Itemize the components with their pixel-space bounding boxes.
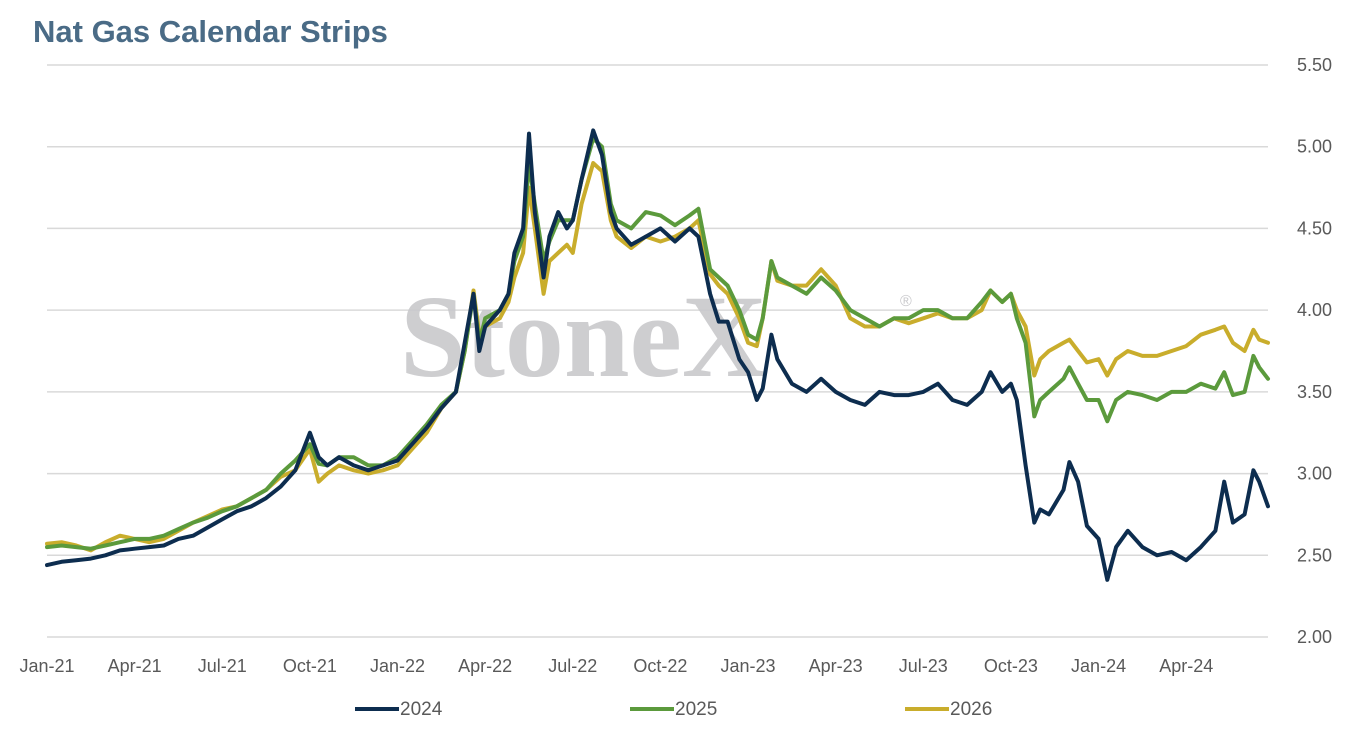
legend-label-2025: 2025 xyxy=(675,699,717,720)
x-tick-label: Oct-22 xyxy=(633,656,687,676)
watermark-registered-mark: ® xyxy=(900,293,912,310)
x-tick-label: Jan-24 xyxy=(1071,656,1126,676)
y-axis-ticks: 2.00 2.50 3.00 3.50 4.00 4.50 5.00 5.50 xyxy=(1297,55,1332,647)
x-tick-label: Apr-21 xyxy=(108,656,162,676)
x-tick-label: Jul-23 xyxy=(899,656,948,676)
y-tick-label: 2.00 xyxy=(1297,627,1332,647)
watermark-text: StoneX xyxy=(400,271,767,402)
x-tick-label: Apr-22 xyxy=(458,656,512,676)
x-tick-label: Oct-23 xyxy=(984,656,1038,676)
y-tick-label: 3.00 xyxy=(1297,464,1332,484)
x-tick-label: Jan-22 xyxy=(370,656,425,676)
y-tick-label: 2.50 xyxy=(1297,545,1332,565)
x-tick-label: Jul-21 xyxy=(198,656,247,676)
y-tick-label: 4.50 xyxy=(1297,218,1332,238)
series-group xyxy=(45,128,1270,582)
chart-title: Nat Gas Calendar Strips xyxy=(33,14,388,49)
series-line-2024 xyxy=(45,128,1270,582)
x-tick-label: Jan-23 xyxy=(721,656,776,676)
x-tick-label: Apr-24 xyxy=(1159,656,1213,676)
y-tick-label: 5.00 xyxy=(1297,137,1332,157)
x-tick-label: Oct-21 xyxy=(283,656,337,676)
x-tick-label: Apr-23 xyxy=(809,656,863,676)
y-tick-label: 3.50 xyxy=(1297,382,1332,402)
watermark: StoneX ® xyxy=(400,271,912,402)
y-tick-label: 4.00 xyxy=(1297,300,1332,320)
x-axis-ticks: Jan-21 Apr-21 Jul-21 Oct-21 Jan-22 Apr-22 Jul-… xyxy=(19,656,1213,676)
legend-label-2026: 2026 xyxy=(950,699,992,720)
legend: 2024 2025 2026 xyxy=(355,699,992,720)
legend-label-2024: 2024 xyxy=(400,699,443,720)
x-tick-label: Jul-22 xyxy=(548,656,597,676)
y-tick-label: 5.50 xyxy=(1297,55,1332,75)
series-line-2026 xyxy=(45,161,1270,553)
x-tick-label: Jan-21 xyxy=(19,656,74,676)
